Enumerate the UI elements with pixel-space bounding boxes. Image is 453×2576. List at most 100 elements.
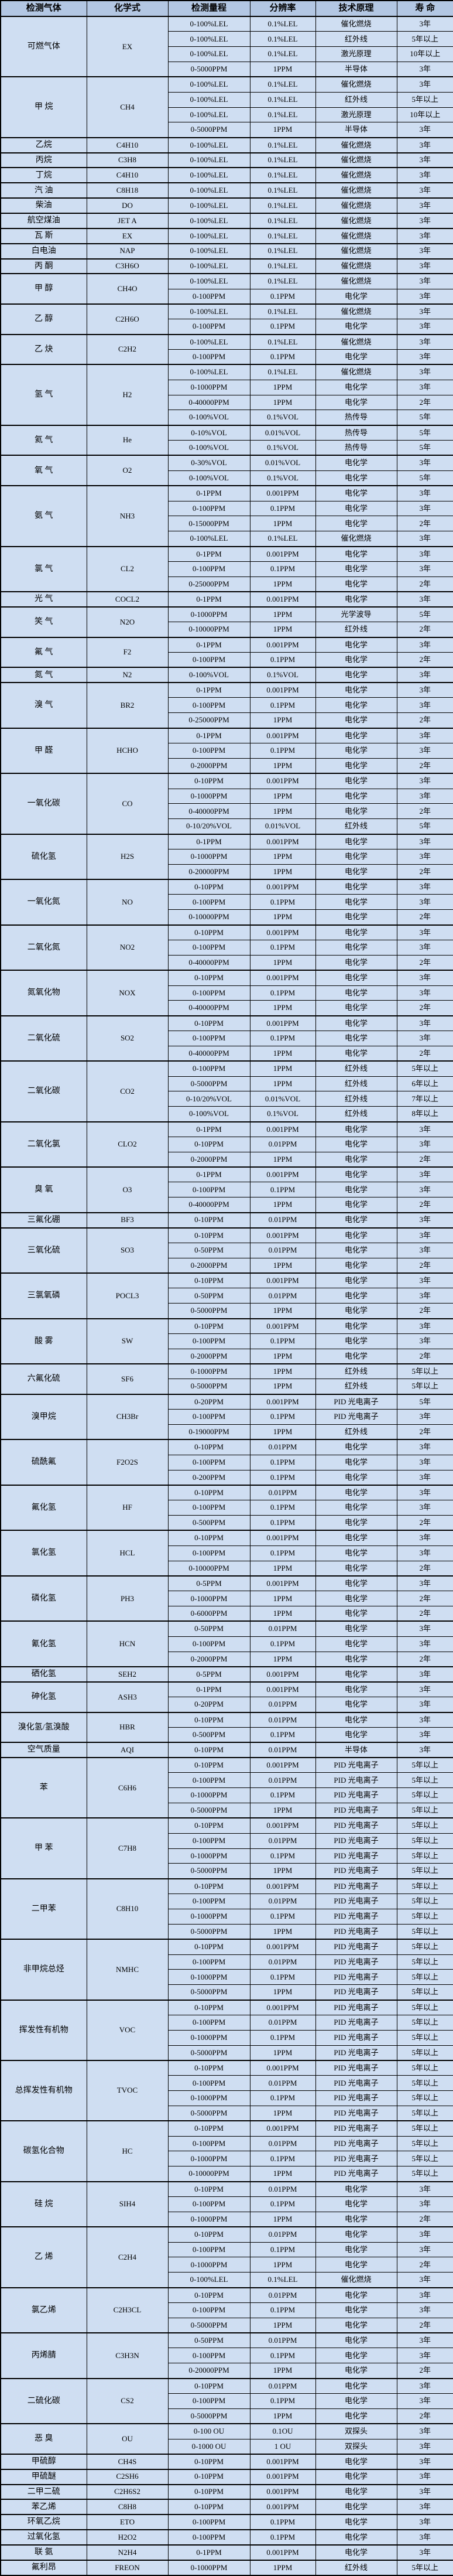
resolution-cell: 0.001PPM xyxy=(249,970,316,986)
lifespan-cell: 5年以上 xyxy=(396,1060,453,1077)
table-row: 0-10PPM 0.01PPM 电化学 3年 xyxy=(1,1136,453,1152)
range-cell: 0-15000PPM xyxy=(167,516,250,532)
principle-cell: PID 光电离子 xyxy=(315,2166,397,2182)
range-cell: 0-10PPM xyxy=(167,1272,250,1289)
lifespan-cell: 3年 xyxy=(396,848,453,865)
lifespan-cell: 2年 xyxy=(396,758,453,774)
principle-cell: 电化学 xyxy=(315,727,397,743)
chemical-formula-cell: SIH4 xyxy=(86,2181,169,2227)
lifespan-cell: 2年 xyxy=(396,2363,453,2379)
table-row: 0-100PPM 0.01PPM PID 光电离子 5年以上 xyxy=(1,2014,453,2031)
principle-cell: 半导体 xyxy=(315,62,397,77)
lifespan-cell: 3年 xyxy=(396,16,453,32)
chemical-formula-cell: ETO xyxy=(86,2514,169,2530)
lifespan-cell: 3年 xyxy=(396,122,453,138)
lifespan-cell: 3年 xyxy=(396,212,453,229)
table-row: 甲硫醇 CH4S 0-10PPM 0.001PPM 电化学 3年 xyxy=(0,2453,453,2470)
lifespan-cell: 2年 xyxy=(396,712,453,729)
chemical-formula-cell: NH3 xyxy=(86,485,169,547)
principle-cell: 电化学 xyxy=(315,924,397,940)
lifespan-cell: 3年 xyxy=(396,1530,453,1546)
lifespan-cell: 3年 xyxy=(396,894,453,910)
range-cell: 0-100PPM xyxy=(167,697,250,714)
lifespan-cell: 3年 xyxy=(396,152,453,168)
resolution-cell: 0.1%LEL xyxy=(249,76,316,93)
range-cell: 0-1PPM xyxy=(167,636,250,653)
range-cell: 0-100%VOL xyxy=(167,440,250,456)
gas-name-cell: 溴 气 xyxy=(0,682,87,729)
principle-cell: 电化学 xyxy=(315,954,397,971)
lifespan-cell: 3年 xyxy=(396,137,453,153)
chemical-formula-cell: HCN xyxy=(86,1620,169,1667)
principle-cell: 电化学 xyxy=(315,319,397,335)
principle-cell: 电化学 xyxy=(315,1439,397,1455)
principle-cell: 电化学 xyxy=(315,909,397,926)
range-cell: 0-19000PPM xyxy=(167,1424,250,1440)
resolution-cell: 0.001PPM xyxy=(249,1817,316,1834)
lifespan-cell: 3年 xyxy=(396,2468,453,2485)
resolution-cell: 1PPM xyxy=(249,122,316,138)
lifespan-cell: 5年 xyxy=(396,1393,453,1410)
table-row: 0-5000PPM 1PPM PID 光电离子 5年以上 xyxy=(1,2105,453,2121)
resolution-cell: 1PPM xyxy=(249,909,316,926)
chemical-formula-cell: C3H6O xyxy=(86,258,169,274)
resolution-cell: 1PPM xyxy=(249,848,316,865)
table-row: 0-100PPM 0.1PPM 电化学 3年 xyxy=(1,743,453,759)
table-row: 0-40000PPM 1PPM 电化学 2年 xyxy=(1,1197,453,1213)
resolution-cell: 0.01PPM xyxy=(249,2226,316,2243)
lifespan-cell: 5年 xyxy=(396,424,453,441)
lifespan-cell: 3年 xyxy=(396,2241,453,2258)
principle-cell: PID 光电离子 xyxy=(315,1393,397,1410)
range-cell: 0-100%VOL xyxy=(167,470,250,486)
resolution-cell: 0.1PPM xyxy=(249,2393,316,2409)
lifespan-cell: 3年 xyxy=(396,2196,453,2212)
chemical-formula-cell: CH4S xyxy=(86,2453,169,2470)
table-row: 氟化氢 HF 0-10PPM 0.01PPM 电化学 3年 xyxy=(0,1484,453,1531)
resolution-cell: 1PPM xyxy=(249,2317,316,2333)
table-row: 0-5000PPM 1PPM PID 光电离子 5年以上 xyxy=(1,1863,453,1879)
table-row: 氮氧化物 NOX 0-10PPM 0.001PPM 电化学 3年 xyxy=(0,970,453,1016)
lifespan-cell: 3年 xyxy=(396,288,453,305)
principle-cell: PID 光电离子 xyxy=(315,2014,397,2031)
table-row: 0-100PPM 0.1PPM 电化学 3年 xyxy=(1,349,453,365)
lifespan-cell: 3年 xyxy=(396,1500,453,1516)
table-row: 0-100%VOL 0.1%VOL 热传导 5年 xyxy=(1,440,453,456)
table-row: 0-19000PPM 1PPM 红外线 2年 xyxy=(1,1424,453,1440)
gas-name-cell: 二氧化碳 xyxy=(0,1060,87,1122)
resolution-cell: 0.01PPM xyxy=(249,2014,316,2031)
resolution-cell: 0.001PPM xyxy=(249,1575,316,1592)
gas-name-cell: 氯化氢 xyxy=(0,1530,87,1577)
principle-cell: 催化燃烧 xyxy=(315,531,397,547)
table-row: 0-2000PPM 1PPM 电化学 2年 xyxy=(1,758,453,774)
principle-cell: 电化学 xyxy=(315,2529,397,2546)
resolution-cell: 0.01PPM xyxy=(249,1484,316,1501)
range-cell: 0-100%LEL xyxy=(167,364,250,380)
range-cell: 0-100PPM xyxy=(167,1454,250,1470)
range-cell: 0-40000PPM xyxy=(167,394,250,411)
gas-name-cell: 二氧化氯 xyxy=(0,1121,87,1168)
gas-name-cell: 溴甲烷 xyxy=(0,1393,87,1440)
resolution-cell: 1PPM xyxy=(249,606,316,623)
lifespan-cell: 2年 xyxy=(396,576,453,592)
resolution-cell: 0.001PPM xyxy=(249,1393,316,1410)
table-row: 丙 酮 C3H6O 0-100%LEL 0.1%LEL 催化燃烧 3年 xyxy=(0,258,453,274)
lifespan-cell: 10年以上 xyxy=(396,46,453,63)
lifespan-cell: 5年以上 xyxy=(396,1878,453,1895)
range-cell: 0-100PPM xyxy=(167,2348,250,2364)
gas-name-cell: 甲 烷 xyxy=(0,76,87,138)
table-row: 0-5000PPM 1PPM 电化学 2年 xyxy=(1,2317,453,2333)
range-cell: 0-100%LEL xyxy=(167,273,250,289)
table-row: 0-2000PPM 1PPM 电化学 2年 xyxy=(1,1257,453,1274)
table-row: 0-100%VOL 0.1%VOL 热传导 5年 xyxy=(1,410,453,426)
range-cell: 0-1000PPM xyxy=(167,788,250,804)
principle-cell: 电化学 xyxy=(315,651,397,668)
principle-cell: 电化学 xyxy=(315,1727,397,1743)
table-row: 磷化氢 PH3 0-5PPM 0.001PPM 电化学 3年 xyxy=(0,1575,453,1622)
table-row: 0-1000PPM 1PPM 电化学 3年 xyxy=(1,788,453,804)
table-row: 氨 气 NH3 0-1PPM 0.001PPM 电化学 3年 xyxy=(0,485,453,547)
range-cell: 0-10PPM xyxy=(167,2483,250,2500)
range-cell: 0-10000PPM xyxy=(167,1560,250,1577)
table-row: 0-100PPM 0.1PPM 电化学 3年 xyxy=(1,1454,453,1470)
resolution-cell: 0.1%LEL xyxy=(249,531,316,547)
principle-cell: 红外线 xyxy=(315,2559,397,2576)
